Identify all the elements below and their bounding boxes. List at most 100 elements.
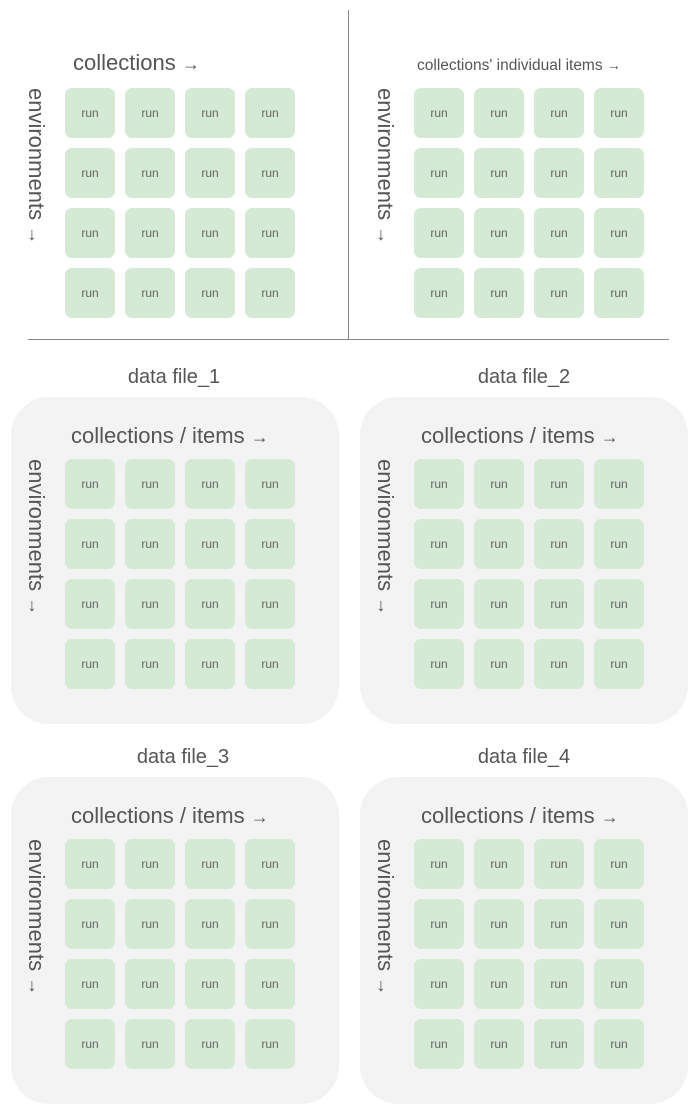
y-axis-label-text: environments — [24, 839, 49, 972]
run-cell: run — [594, 899, 644, 949]
run-cell: run — [185, 959, 235, 1009]
run-cell: run — [65, 208, 115, 258]
run-cell: run — [534, 459, 584, 509]
down-arrow-icon: → — [25, 977, 45, 996]
run-cell: run — [125, 639, 175, 689]
run-cell: run — [65, 88, 115, 138]
run-cell: run — [185, 268, 235, 318]
run-cell: run — [534, 639, 584, 689]
run-cell: run — [185, 1019, 235, 1069]
run-cell: run — [594, 1019, 644, 1069]
run-cell: run — [414, 268, 464, 318]
run-cell: run — [474, 959, 524, 1009]
run-cell: run — [185, 459, 235, 509]
run-cell: run — [594, 208, 644, 258]
run-cell: run — [474, 88, 524, 138]
right-arrow-icon: → — [250, 427, 269, 447]
y-axis-label: environments → — [23, 839, 49, 995]
down-arrow-icon: → — [25, 226, 45, 245]
run-cell: run — [125, 899, 175, 949]
y-axis-label-text: environments — [373, 839, 398, 972]
run-cell: run — [474, 899, 524, 949]
run-cell: run — [414, 148, 464, 198]
run-cell: run — [594, 459, 644, 509]
run-cell: run — [474, 148, 524, 198]
run-cell: run — [65, 579, 115, 629]
run-cell: run — [125, 839, 175, 889]
run-cell: run — [125, 1019, 175, 1069]
run-cell: run — [185, 839, 235, 889]
down-arrow-icon: → — [374, 226, 394, 245]
y-axis-label: environments → — [372, 88, 398, 244]
x-axis-label-text: collections / items — [71, 803, 245, 828]
run-cell: run — [245, 208, 295, 258]
run-cell: run — [65, 959, 115, 1009]
run-cell: run — [534, 959, 584, 1009]
run-cell: run — [594, 148, 644, 198]
run-cell: run — [125, 579, 175, 629]
y-axis-label: environments → — [372, 459, 398, 615]
run-cell: run — [65, 148, 115, 198]
run-grid: run run run run run run run run run run run run run r… — [65, 459, 295, 689]
run-cell: run — [125, 88, 175, 138]
run-cell: run — [185, 579, 235, 629]
run-cell: run — [65, 459, 115, 509]
y-axis-label-text: environments — [24, 88, 49, 221]
run-cell: run — [65, 268, 115, 318]
run-cell: run — [474, 519, 524, 569]
run-cell: run — [474, 208, 524, 258]
run-cell: run — [65, 839, 115, 889]
run-cell: run — [534, 519, 584, 569]
run-cell: run — [65, 899, 115, 949]
run-grid: run run run run run run run run run run run run run r… — [414, 459, 644, 689]
right-arrow-icon: → — [600, 807, 619, 827]
run-cell: run — [474, 1019, 524, 1069]
run-cell: run — [414, 459, 464, 509]
run-cell: run — [594, 839, 644, 889]
run-cell: run — [185, 148, 235, 198]
run-cell: run — [534, 899, 584, 949]
x-axis-label-text: collections / items — [421, 803, 595, 828]
y-axis-label: environments → — [23, 88, 49, 244]
right-arrow-icon: → — [181, 54, 200, 74]
run-cell: run — [125, 959, 175, 1009]
run-cell: run — [414, 88, 464, 138]
run-cell: run — [534, 208, 584, 258]
down-arrow-icon: → — [25, 597, 45, 616]
run-cell: run — [474, 579, 524, 629]
x-axis-label: collections → — [73, 50, 200, 76]
run-cell: run — [414, 639, 464, 689]
run-cell: run — [125, 208, 175, 258]
down-arrow-icon: → — [374, 597, 394, 616]
run-cell: run — [65, 1019, 115, 1069]
run-cell: run — [534, 148, 584, 198]
run-grid: run run run run run run run run run run run run run r… — [65, 839, 295, 1069]
run-cell: run — [245, 899, 295, 949]
run-cell: run — [245, 268, 295, 318]
run-cell: run — [594, 88, 644, 138]
run-cell: run — [534, 268, 584, 318]
horizontal-divider — [28, 339, 669, 340]
run-cell: run — [245, 88, 295, 138]
run-cell: run — [125, 148, 175, 198]
run-cell: run — [245, 579, 295, 629]
run-cell: run — [245, 1019, 295, 1069]
run-cell: run — [245, 459, 295, 509]
run-cell: run — [474, 459, 524, 509]
run-cell: run — [65, 639, 115, 689]
run-cell: run — [534, 1019, 584, 1069]
run-cell: run — [185, 88, 235, 138]
run-cell: run — [594, 959, 644, 1009]
run-cell: run — [474, 268, 524, 318]
run-cell: run — [245, 959, 295, 1009]
y-axis-label: environments → — [372, 839, 398, 995]
panel-title: data file_2 — [477, 366, 571, 388]
y-axis-label-text: environments — [373, 88, 398, 221]
x-axis-label-text: collections / items — [71, 423, 245, 448]
right-arrow-icon: → — [606, 57, 621, 73]
run-cell: run — [474, 639, 524, 689]
run-cell: run — [594, 579, 644, 629]
run-cell: run — [414, 959, 464, 1009]
run-cell: run — [245, 519, 295, 569]
panel-title: data file_3 — [136, 746, 230, 768]
